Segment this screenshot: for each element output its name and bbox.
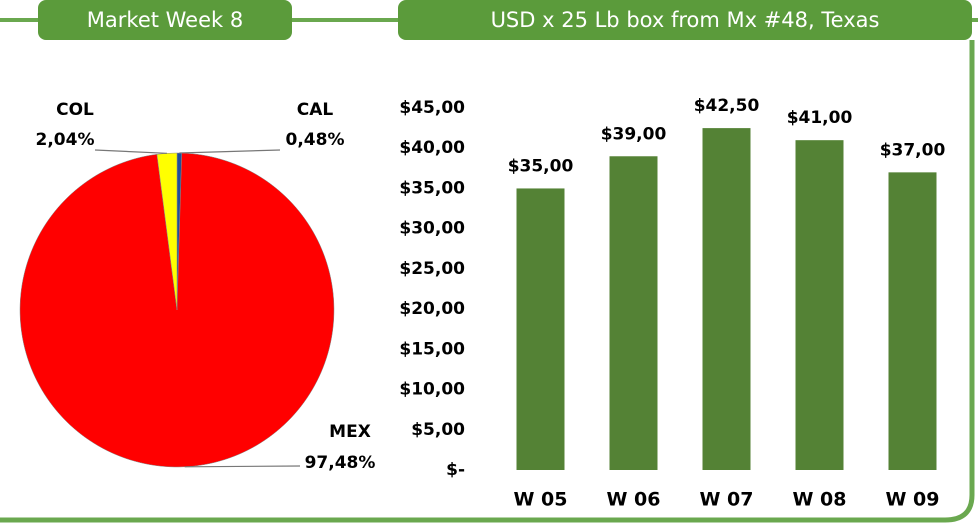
y-tick-label: $20,00 <box>399 299 465 319</box>
bar <box>516 188 565 470</box>
y-tick-label: $- <box>446 460 465 480</box>
header-tab <box>398 0 972 40</box>
pie-title: Market Week 8 <box>87 8 243 32</box>
bar-title: USD x 25 Lb box from Mx #48, Texas <box>491 8 880 32</box>
bar-value-label: $42,50 <box>694 96 760 116</box>
bar <box>609 156 658 470</box>
bar-value-label: $41,00 <box>787 108 853 128</box>
x-tick-label: W 09 <box>885 489 939 511</box>
slice-value: 2,04% <box>36 130 95 150</box>
y-tick-label: $30,00 <box>399 219 465 239</box>
slice-label: MEX <box>329 422 371 442</box>
bar-value-label: $39,00 <box>601 124 667 144</box>
leader-line <box>179 149 281 154</box>
x-tick-label: W 08 <box>792 489 846 511</box>
y-tick-label: $5,00 <box>411 420 465 440</box>
y-tick-label: $45,00 <box>399 98 465 118</box>
frame-line <box>0 40 975 523</box>
bar <box>795 140 844 470</box>
bar-value-label: $35,00 <box>508 156 574 176</box>
bar <box>702 128 751 470</box>
slice-label: COL <box>56 100 94 120</box>
bar-value-label: $37,00 <box>880 140 946 160</box>
y-tick-label: $15,00 <box>399 339 465 359</box>
header-tab <box>38 0 292 40</box>
x-tick-label: W 06 <box>606 489 660 511</box>
x-tick-label: W 07 <box>699 489 753 511</box>
slice-value: 0,48% <box>286 130 345 150</box>
y-tick-label: $35,00 <box>399 178 465 198</box>
leader-line <box>94 149 167 154</box>
slice-label: CAL <box>297 100 334 120</box>
leader-line <box>184 465 301 468</box>
slice-value: 97,48% <box>305 453 376 473</box>
y-tick-label: $25,00 <box>399 259 465 279</box>
y-tick-label: $10,00 <box>399 380 465 400</box>
x-tick-label: W 05 <box>513 489 567 511</box>
bar <box>888 172 937 470</box>
y-tick-label: $40,00 <box>399 138 465 158</box>
